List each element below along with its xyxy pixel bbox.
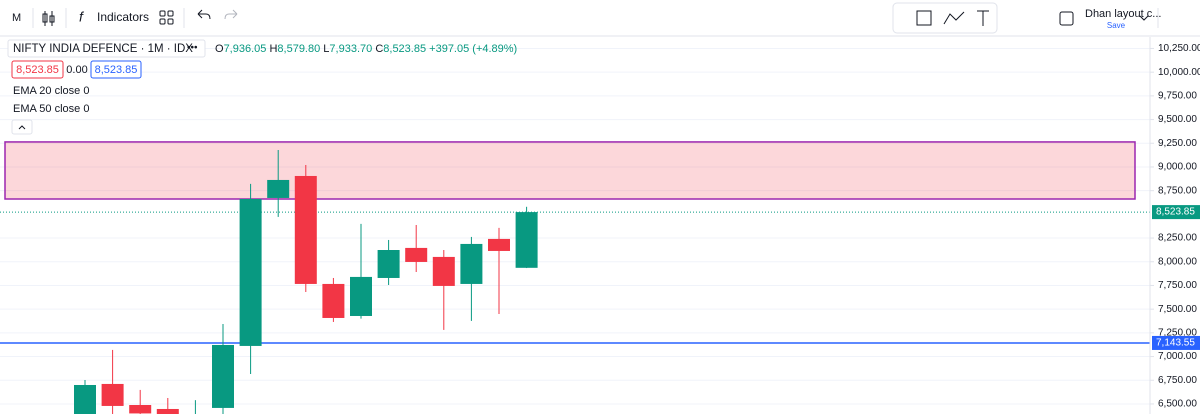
y-tick-label: 8,250.00	[1158, 233, 1197, 244]
rectangle-tool[interactable]	[916, 10, 932, 26]
ohlc-value: 8,579.80	[277, 43, 320, 55]
candle-body	[239, 199, 262, 346]
indicators-button[interactable]: Indicators	[97, 10, 149, 24]
y-tick-label: 7,250.00	[1158, 327, 1197, 338]
save-button[interactable]: Save	[1107, 21, 1126, 30]
undo-button[interactable]	[197, 9, 211, 20]
layout-name[interactable]: Dhan layout c...	[1085, 8, 1161, 20]
y-tick-label: 9,250.00	[1158, 138, 1197, 149]
buy-price[interactable]: 8,523.85	[95, 64, 138, 76]
y-tick-label: 9,500.00	[1158, 114, 1197, 125]
interval-button[interactable]: M	[12, 12, 21, 24]
ohlc-value: 8,523.85	[383, 43, 426, 55]
candle-body	[74, 384, 96, 414]
ohlc-key: O	[215, 43, 224, 55]
y-tick-label: 6,750.00	[1158, 375, 1197, 386]
candle-body	[405, 247, 428, 262]
collapse-button[interactable]	[11, 119, 33, 135]
candle-body	[377, 250, 400, 278]
candle-body	[322, 283, 345, 318]
candle-body	[156, 408, 179, 414]
spread: 0.00	[66, 64, 87, 76]
ohlc: O7,936.05 H8,579.80 L7,933.70 C8,523.85 …	[215, 43, 517, 55]
y-tick-label: 8,000.00	[1158, 256, 1197, 267]
symbol-box[interactable]	[7, 39, 206, 58]
plot	[0, 47, 1150, 414]
change: +397.05 (+4.89%)	[429, 43, 517, 55]
candle-body	[350, 276, 372, 316]
y-tick-label: 7,750.00	[1158, 280, 1197, 291]
study-label: EMA 20 close 0	[13, 85, 89, 97]
text-tool[interactable]	[977, 10, 989, 26]
redo-button[interactable]	[224, 9, 238, 20]
y-tick-label: 9,750.00	[1158, 91, 1197, 102]
candle-body	[432, 256, 455, 286]
candle-body	[101, 383, 124, 406]
sell-price[interactable]: 8,523.85	[16, 64, 59, 76]
drawing-toolbar	[892, 2, 998, 34]
sell-box[interactable]	[11, 60, 64, 79]
candle-body	[460, 243, 483, 284]
y-tick-label: 10,250.00	[1158, 43, 1200, 54]
ohlc-key: L	[323, 43, 329, 55]
chart-type-button[interactable]	[42, 11, 55, 26]
more-button[interactable]: •••	[187, 43, 198, 54]
buy-box[interactable]	[90, 60, 142, 79]
price-badge	[1152, 205, 1200, 220]
collapse-icon	[18, 125, 26, 130]
price-badge-label: 8,523.85	[1156, 207, 1195, 218]
ohlc-key: C	[375, 43, 383, 55]
price-badge	[1152, 335, 1200, 350]
candle-body	[129, 404, 152, 414]
candle-body	[515, 212, 538, 268]
layout-menu[interactable]	[1139, 15, 1149, 21]
y-tick-label: 9,000.00	[1158, 162, 1197, 173]
price-badge-label: 7,143.55	[1156, 338, 1195, 349]
templates-button[interactable]	[159, 10, 174, 25]
layout-checkbox[interactable]	[1059, 11, 1074, 26]
y-tick-label: 7,000.00	[1158, 351, 1197, 362]
toolbar	[0, 0, 1200, 36]
y-tick-label: 8,750.00	[1158, 185, 1197, 196]
price-zone	[4, 141, 1136, 200]
candle-body	[267, 179, 290, 198]
ohlc-key: H	[269, 43, 277, 55]
candle-body	[294, 175, 317, 284]
y-tick-label: 10,000.00	[1158, 67, 1200, 78]
study-label: EMA 50 close 0	[13, 103, 89, 115]
ohlc-value: 7,936.05	[224, 43, 267, 55]
trend-tool[interactable]	[943, 11, 965, 25]
y-tick-label: 7,500.00	[1158, 304, 1197, 315]
candle-body	[488, 238, 510, 251]
ohlc-value: 7,933.70	[329, 43, 372, 55]
candle-body	[212, 344, 234, 408]
y-tick-label: 6,500.00	[1158, 399, 1197, 410]
indicators-icon: f	[79, 9, 85, 25]
symbol[interactable]: NIFTY INDIA DEFENCE · 1M · IDX	[13, 43, 193, 55]
